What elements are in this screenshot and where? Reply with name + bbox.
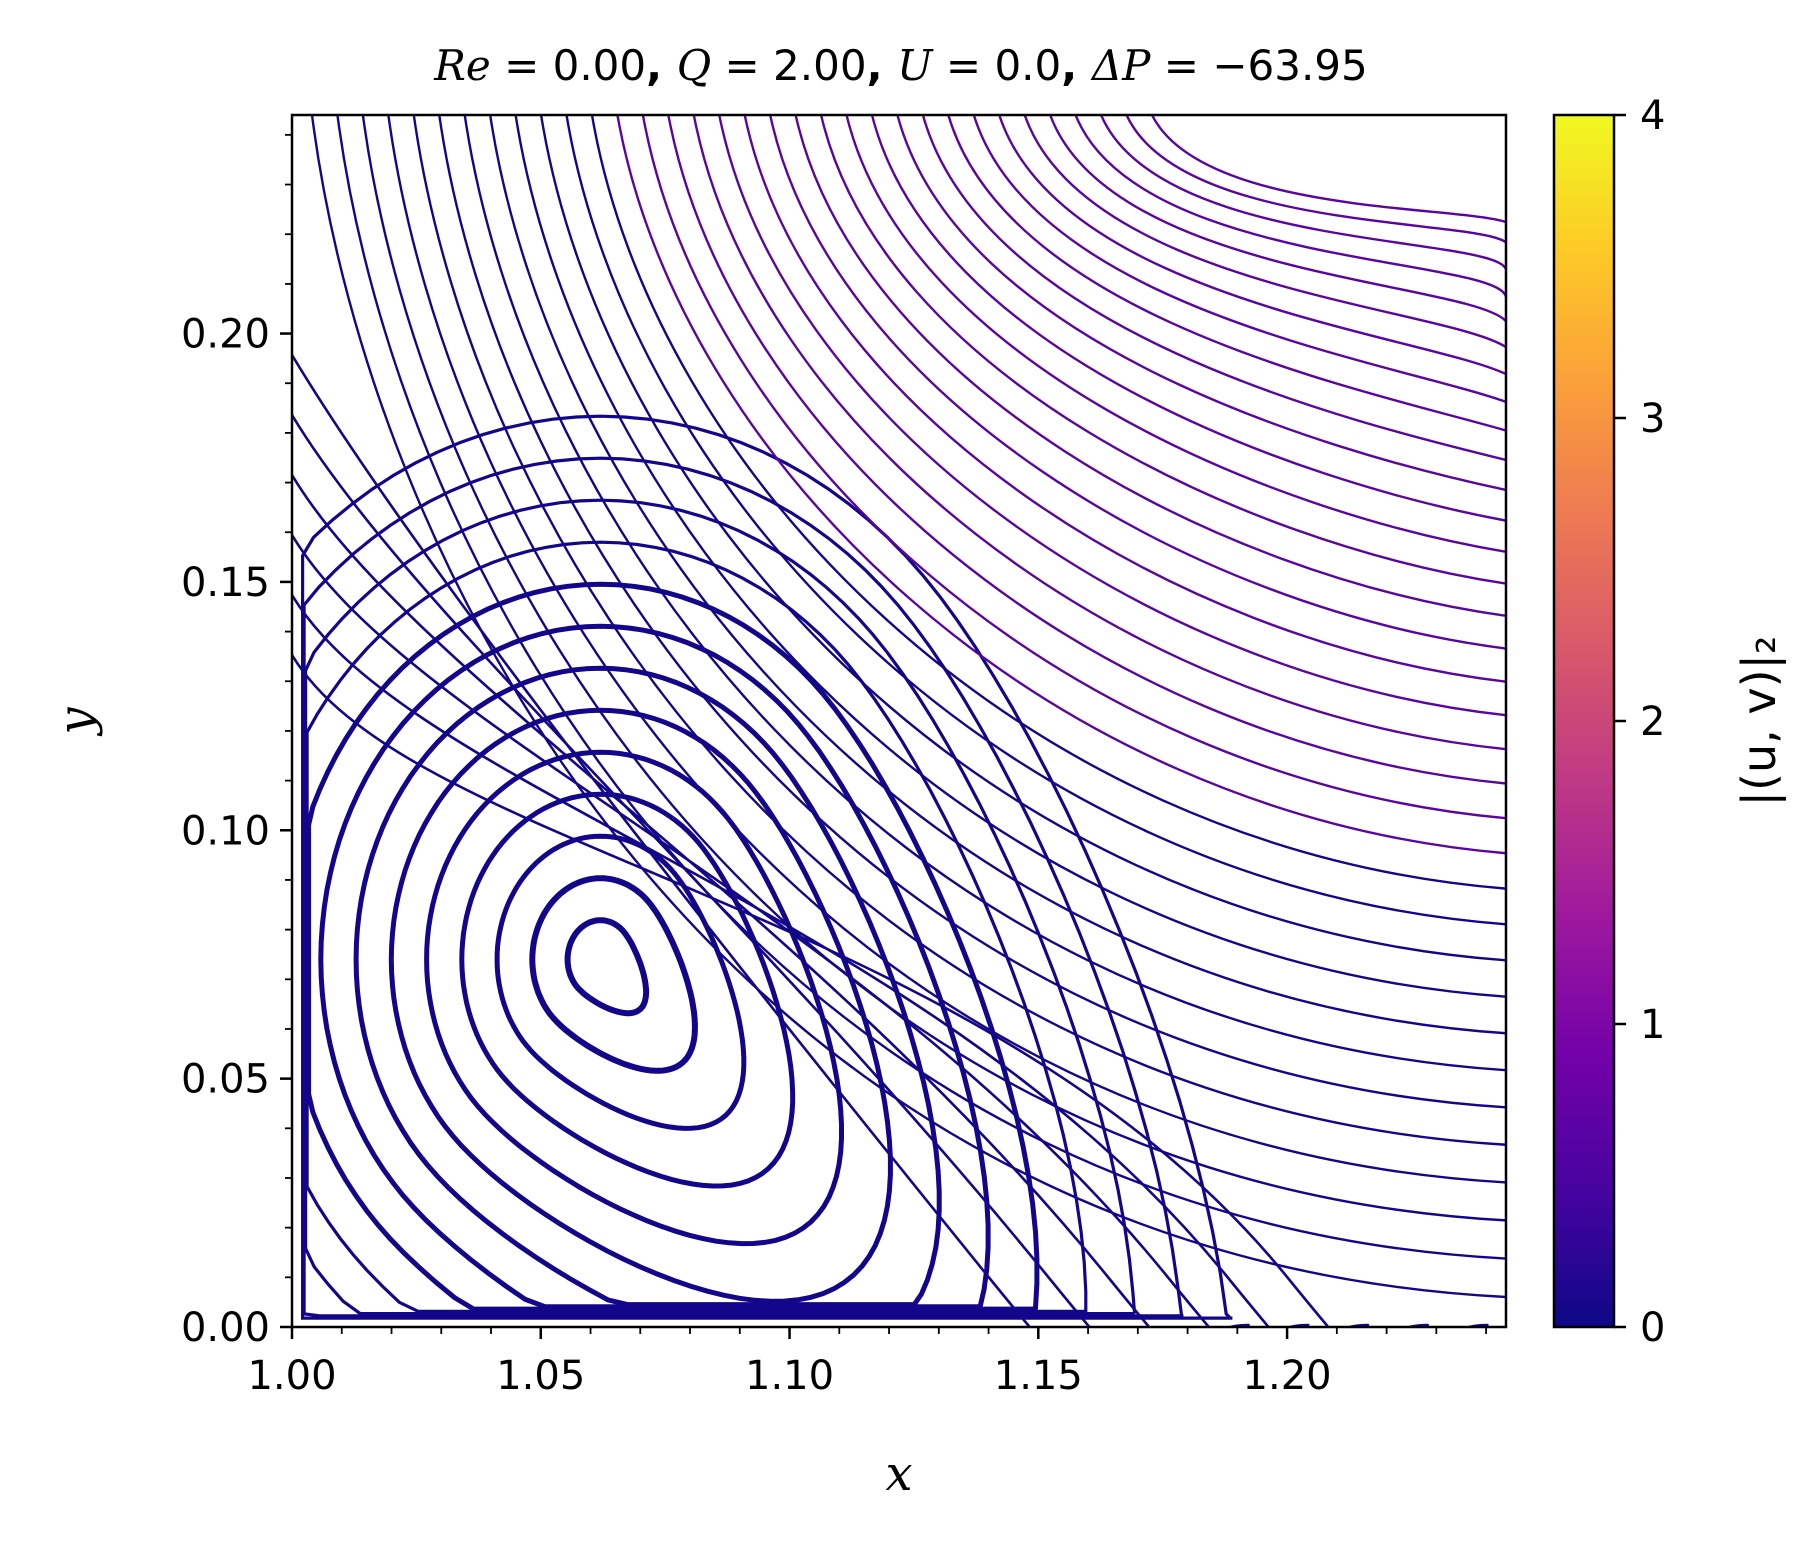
streamline-25 — [463, 115, 1506, 1072]
colorbar: 0 1 2 3 4 |(u, v)|₂ — [1552, 93, 1787, 1351]
y-tick-label-3: 0.15 — [181, 560, 270, 606]
streamline-34 — [692, 115, 1506, 751]
streamline-26 — [488, 115, 1506, 1035]
streamline-27 — [514, 115, 1506, 998]
title-part-2: , — [646, 41, 677, 90]
x-tick-label-0: 1.00 — [247, 1353, 336, 1399]
streamline-37 — [768, 115, 1506, 650]
streamline-46 — [998, 115, 1506, 376]
streamline-49 — [1074, 115, 1506, 298]
streamline-4 — [424, 749, 844, 1247]
streamline-50 — [1099, 115, 1506, 275]
title-part-3: Q — [677, 41, 711, 90]
streamline-51 — [1125, 115, 1506, 255]
cb-tick-label-0: 0 — [1640, 1305, 1665, 1351]
title-part-9: ΔP — [1090, 41, 1151, 90]
streamline-38 — [794, 115, 1506, 618]
colorbar-ticks: 0 1 2 3 4 — [1614, 93, 1665, 1351]
title-part-7: = 0.0 — [933, 41, 1062, 90]
colorbar-label: |(u, v)|₂ — [1732, 636, 1787, 807]
streamline-17 — [292, 593, 1489, 1327]
streamlines-group — [292, 115, 1506, 1327]
streamline-13 — [292, 353, 1250, 1327]
streamline-22 — [387, 115, 1506, 1184]
streamline-31 — [616, 115, 1506, 855]
title-part-5: , — [867, 41, 898, 90]
y-axis-ticks: 0.00 0.05 0.10 0.15 0.20 — [181, 133, 292, 1351]
streamline-33 — [667, 115, 1506, 785]
chart-title: Re = 0.00, Q = 2.00, U = 0.0, ΔP = −63.9… — [433, 41, 1368, 90]
streamline-28 — [539, 115, 1506, 962]
y-tick-label-0: 0.00 — [181, 1305, 270, 1351]
cb-tick-label-1: 1 — [1640, 1002, 1665, 1048]
streamline-40 — [845, 115, 1506, 554]
y-tick-label-4: 0.20 — [181, 312, 270, 358]
x-tick-label-2: 1.10 — [745, 1353, 834, 1399]
streamline-12 — [301, 414, 1233, 1320]
streamline-35 — [718, 115, 1506, 717]
streamline-16 — [292, 533, 1429, 1327]
streamline-42 — [896, 115, 1506, 492]
title-part-4: = 2.00 — [711, 41, 866, 90]
streamline-23 — [412, 115, 1506, 1146]
streamline-36 — [743, 115, 1506, 683]
x-tick-label-1: 1.05 — [496, 1353, 585, 1399]
streamline-18 — [292, 653, 1330, 1327]
x-tick-label-3: 1.15 — [994, 1353, 1083, 1399]
streamline-19 — [310, 115, 1506, 1299]
streamline-29 — [565, 115, 1506, 926]
cb-tick-label-2: 2 — [1640, 699, 1665, 745]
x-axis-label: x — [885, 1446, 912, 1502]
y-axis-label: y — [48, 707, 104, 737]
streamline-2 — [494, 833, 747, 1131]
plot-frame — [290, 113, 1508, 1329]
streamline-3 — [459, 791, 796, 1189]
streamline-32 — [641, 115, 1506, 820]
streamline-14 — [292, 413, 1310, 1327]
x-tick-label-4: 1.20 — [1243, 1353, 1332, 1399]
streamline-39 — [819, 115, 1506, 585]
title-part-8: , — [1061, 41, 1092, 90]
cb-tick-label-4: 4 — [1640, 93, 1665, 139]
streamline-24 — [438, 115, 1506, 1109]
streamline-48 — [1048, 115, 1506, 323]
y-tick-label-1: 0.05 — [181, 1057, 270, 1103]
title-part-0: Re — [433, 41, 490, 90]
streamline-30 — [590, 115, 1506, 890]
streamline-45 — [972, 115, 1506, 404]
title-part-1: = 0.00 — [491, 41, 646, 90]
title-part-6: U — [897, 41, 934, 90]
y-tick-label-2: 0.10 — [181, 808, 270, 854]
plot-area — [290, 113, 1508, 1329]
colorbar-gradient — [1552, 113, 1616, 1329]
x-axis-ticks: 1.00 1.05 1.10 1.15 1.20 — [247, 1327, 1487, 1399]
streamline-43 — [921, 115, 1506, 462]
streamline-47 — [1023, 115, 1506, 349]
streamline-0 — [564, 917, 650, 1017]
streamline-20 — [336, 115, 1506, 1260]
streamline-21 — [361, 115, 1506, 1222]
title-part-10: = −63.95 — [1150, 41, 1367, 90]
streamline-41 — [870, 115, 1506, 522]
streamline-5 — [388, 707, 893, 1304]
streamline-15 — [292, 473, 1370, 1327]
streamline-52 — [1150, 115, 1506, 239]
streamline-44 — [947, 115, 1506, 432]
cb-tick-label-3: 3 — [1640, 396, 1665, 442]
streamline-1 — [529, 875, 698, 1074]
